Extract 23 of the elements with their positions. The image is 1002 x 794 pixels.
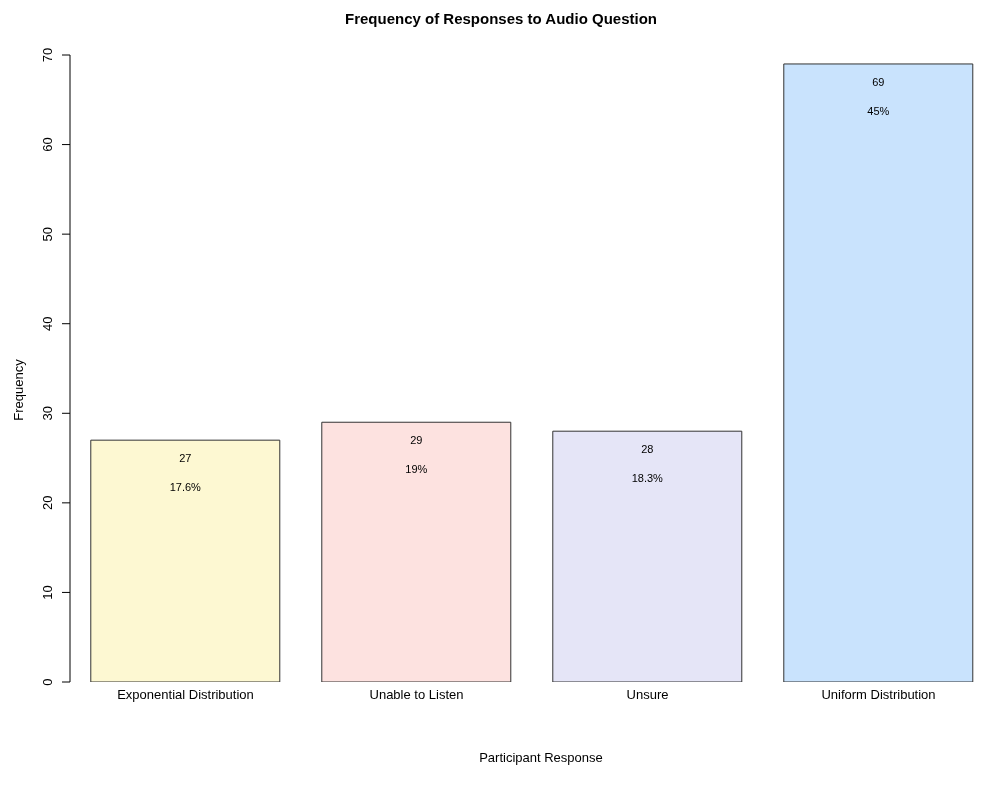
text: 28 18.3%	[631, 443, 663, 485]
x-tick-label: Unable to Listen	[369, 687, 464, 703]
y-tick-label: 70	[40, 47, 55, 63]
y-tick-label: 50	[40, 226, 55, 242]
bar	[90, 439, 281, 682]
x-axis-title: Participant Response	[478, 750, 604, 765]
y-tick-label: 40	[40, 316, 55, 331]
y-tick-label: 30	[40, 406, 55, 421]
chart-title: Frequency of Responses to Audio Question	[344, 10, 658, 27]
bar	[321, 421, 512, 682]
text: 27 17.6%	[169, 452, 201, 494]
y-tick-label: 20	[40, 495, 55, 511]
x-tick-label: Exponential Distribution	[117, 687, 254, 703]
y-tick-label: 60	[40, 137, 55, 152]
x-tick-label: Unsure	[626, 687, 669, 703]
y-tick-label: 10	[40, 585, 55, 600]
bar	[783, 63, 974, 682]
text: 29 19%	[405, 434, 428, 476]
bar	[552, 430, 743, 682]
y-axis-title: Frequency	[10, 359, 26, 421]
x-tick-label: Uniform Distribution	[821, 687, 936, 703]
y-tick-label: 0	[40, 678, 55, 686]
text: 69 45%	[867, 75, 890, 117]
